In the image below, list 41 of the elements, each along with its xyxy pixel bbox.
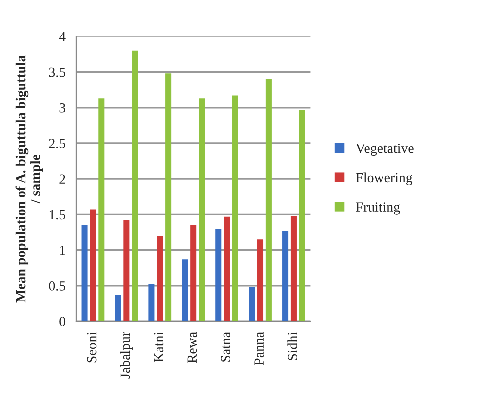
bar (132, 50, 138, 322)
bar (232, 96, 238, 322)
bar (199, 98, 206, 322)
legend-label: Vegetative (356, 144, 414, 156)
bar (182, 260, 188, 322)
y-tick-label: 4 (59, 32, 66, 42)
x-tick-label: Satna (221, 332, 231, 362)
y-axis-title: Mean population of A. biguttula biguttula / sample (16, 55, 44, 303)
x-tick-label: Seoni (87, 332, 97, 363)
y-tick-label: 3 (60, 103, 66, 113)
bar (266, 79, 272, 322)
y-tick-label: 1 (60, 246, 66, 256)
y-tick-label: 0 (60, 317, 66, 326)
bar (216, 228, 222, 322)
y-tick-label: 2.5 (49, 139, 66, 148)
bar (157, 236, 164, 322)
bar (258, 240, 264, 322)
x-tick-label: Panna (254, 332, 264, 366)
x-tick-label: Rewa (188, 332, 198, 364)
bar (224, 216, 230, 322)
bar (82, 225, 88, 322)
bar (290, 216, 297, 322)
x-tick-label: Katni (154, 332, 164, 362)
bar (90, 210, 96, 322)
bar (299, 110, 306, 322)
y-tick-label: 3.5 (49, 68, 66, 78)
bar (124, 220, 130, 322)
legend-label: Flowering (356, 172, 413, 186)
bar (282, 231, 289, 322)
bar (249, 287, 256, 322)
bar (115, 295, 122, 322)
y-tick-label: 1.5 (50, 210, 66, 220)
y-tick-label: 0.5 (49, 282, 66, 291)
bar (98, 98, 105, 322)
bar (148, 284, 155, 322)
x-tick-label: Sidhi (288, 332, 298, 360)
x-tick-label: Jabalpur (120, 332, 133, 379)
legend-label: Fruiting (356, 202, 400, 215)
y-tick-label: 2 (60, 174, 66, 184)
bar (166, 74, 172, 322)
bar (190, 225, 197, 322)
